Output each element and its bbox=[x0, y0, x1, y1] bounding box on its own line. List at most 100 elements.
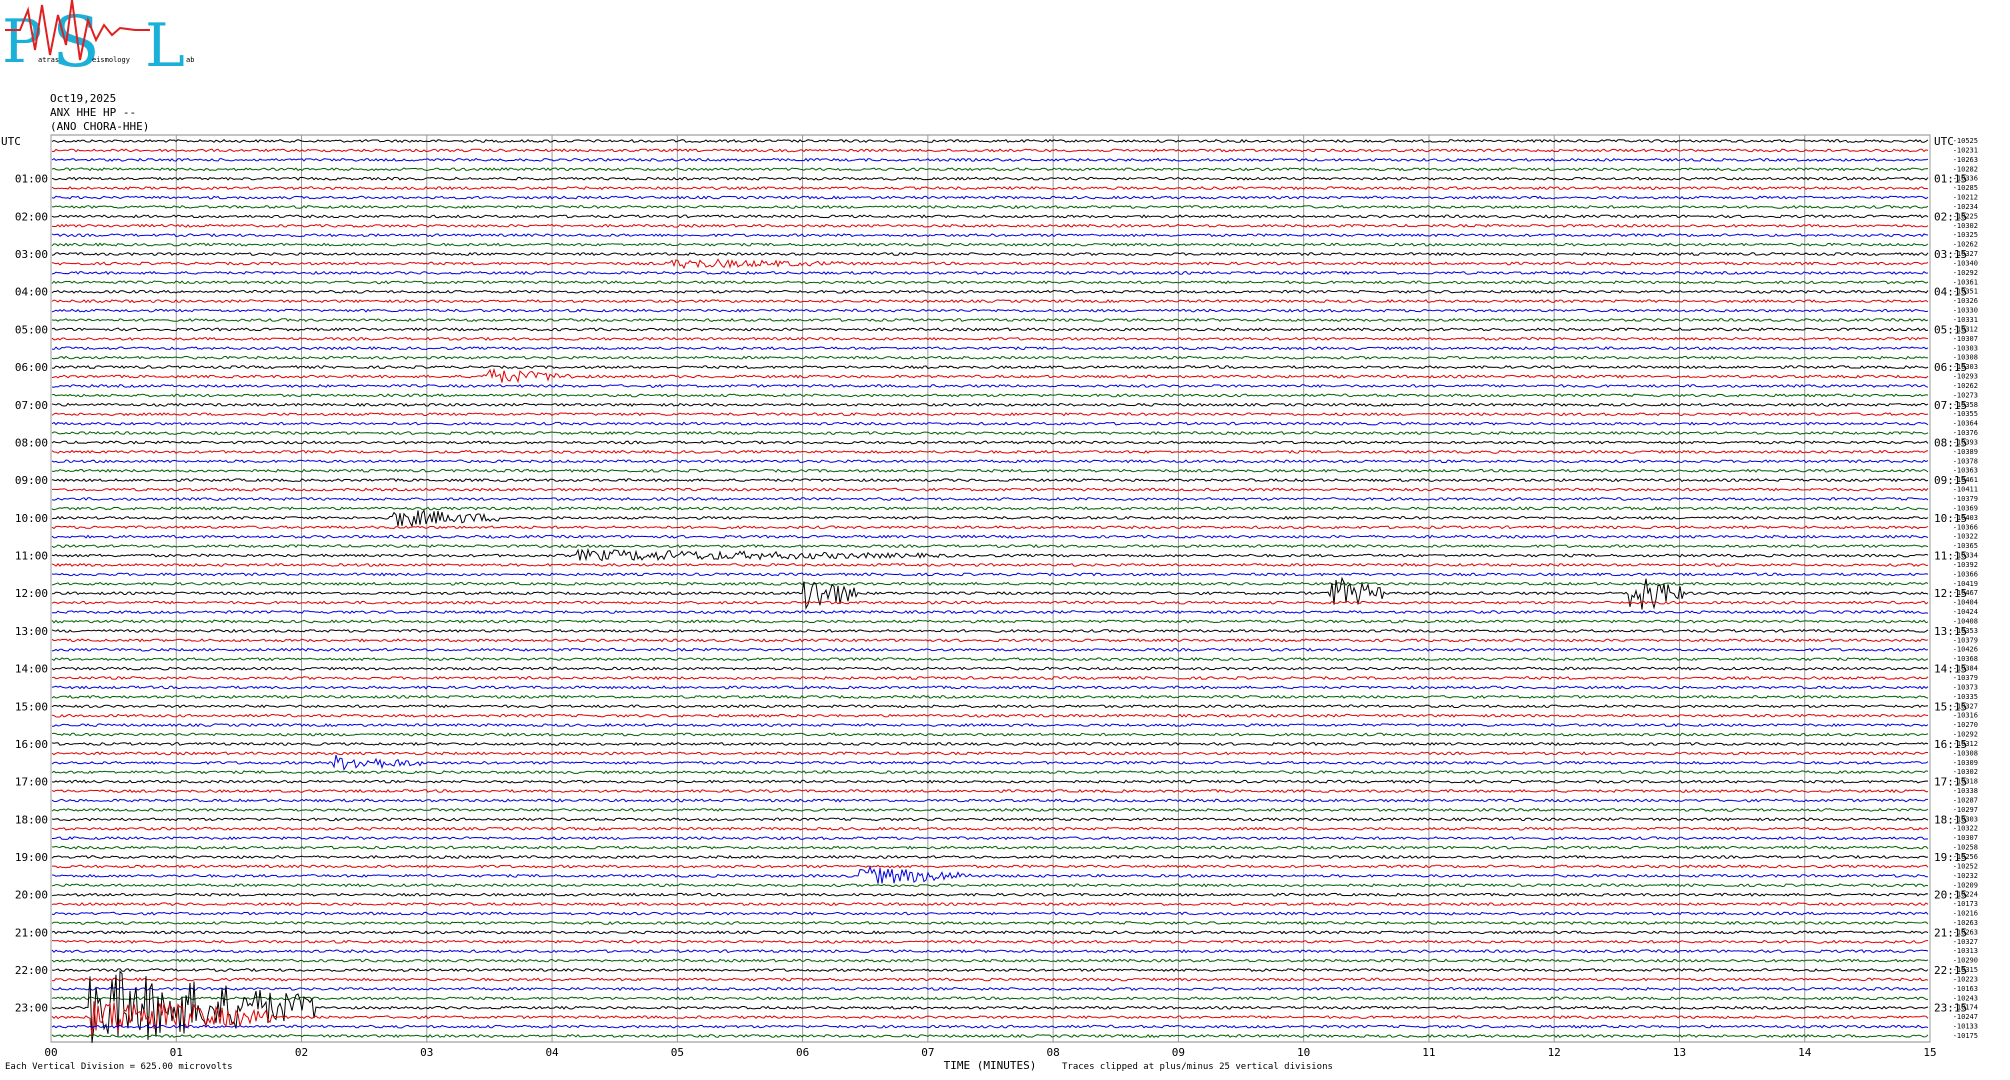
offset-label: -10378 bbox=[1953, 457, 1978, 465]
trace bbox=[51, 572, 1929, 577]
trace bbox=[51, 525, 1929, 530]
trace bbox=[51, 968, 1929, 973]
trace bbox=[51, 600, 1929, 605]
offset-label: -10303 bbox=[1953, 815, 1978, 823]
offset-label: -10302 bbox=[1953, 768, 1978, 776]
hour-label-right: 09:15 bbox=[1934, 474, 1967, 487]
hour-label-right: 10:15 bbox=[1934, 512, 1967, 525]
trace bbox=[51, 826, 1929, 831]
trace bbox=[51, 308, 1929, 313]
hour-label: 06:00 bbox=[15, 361, 48, 374]
offset-label: -10379 bbox=[1953, 495, 1978, 503]
trace bbox=[51, 402, 1929, 407]
offset-label: -10331 bbox=[1953, 316, 1978, 324]
trace bbox=[51, 704, 1929, 709]
trace bbox=[51, 977, 1929, 982]
trace bbox=[51, 685, 1929, 690]
trace bbox=[51, 751, 1929, 756]
hour-label-right: 07:15 bbox=[1934, 399, 1967, 412]
logo-text: atras bbox=[38, 56, 59, 64]
offset-label: -10133 bbox=[1953, 1023, 1978, 1031]
trace bbox=[51, 723, 1929, 728]
hour-label-right: 08:15 bbox=[1934, 436, 1967, 449]
offset-label: -10379 bbox=[1953, 674, 1978, 682]
trace bbox=[51, 176, 1929, 181]
channel: (ANO CHORA-HHE) bbox=[50, 120, 149, 133]
offset-label: -10318 bbox=[1953, 778, 1978, 786]
trace bbox=[51, 138, 1929, 143]
hour-label: 11:00 bbox=[15, 550, 48, 563]
trace bbox=[51, 920, 1929, 925]
hour-label-right: 12:15 bbox=[1934, 587, 1967, 600]
trace bbox=[51, 864, 1929, 869]
trace bbox=[51, 902, 1929, 907]
trace bbox=[51, 732, 1929, 737]
offset-label: -10232 bbox=[1953, 872, 1978, 880]
offset-label: -10308 bbox=[1953, 354, 1978, 362]
hour-label: 10:00 bbox=[15, 512, 48, 525]
trace bbox=[51, 258, 1929, 270]
trace bbox=[51, 638, 1929, 643]
trace bbox=[51, 970, 1929, 1043]
offset-label: -10212 bbox=[1953, 194, 1978, 202]
logo-text: ab bbox=[186, 56, 194, 64]
offset-label: -10366 bbox=[1953, 570, 1978, 578]
trace bbox=[51, 327, 1929, 332]
trace bbox=[51, 713, 1929, 718]
trace bbox=[51, 996, 1928, 1001]
trace bbox=[51, 562, 1928, 567]
trace bbox=[51, 1001, 1929, 1037]
x-label: 02 bbox=[295, 1046, 308, 1059]
offset-label: -10262 bbox=[1953, 382, 1978, 390]
trace bbox=[51, 431, 1929, 436]
x-label: 00 bbox=[44, 1046, 57, 1059]
trace bbox=[51, 289, 1929, 294]
offset-label: -10335 bbox=[1953, 693, 1978, 701]
x-label: 13 bbox=[1673, 1046, 1686, 1059]
offset-label: -10408 bbox=[1953, 617, 1978, 625]
hour-label-right: 20:15 bbox=[1934, 889, 1967, 902]
trace bbox=[51, 854, 1929, 859]
hour-label-right: 03:15 bbox=[1934, 248, 1967, 261]
offset-label: -10340 bbox=[1953, 259, 1978, 267]
hour-label: 21:00 bbox=[15, 926, 48, 939]
hour-label-right: 06:15 bbox=[1934, 361, 1967, 374]
hour-label-right: 01:15 bbox=[1934, 173, 1967, 186]
x-label: 15 bbox=[1923, 1046, 1936, 1059]
trace bbox=[51, 367, 1929, 384]
trace bbox=[51, 647, 1929, 652]
offset-label: -10292 bbox=[1953, 731, 1978, 739]
offset-label: -10225 bbox=[1953, 212, 1978, 220]
trace bbox=[51, 195, 1929, 200]
trace bbox=[51, 204, 1929, 209]
hour-label: 05:00 bbox=[15, 323, 48, 336]
hour-label: 20:00 bbox=[15, 889, 48, 902]
offset-label: -10292 bbox=[1953, 269, 1978, 277]
offset-label: -10326 bbox=[1953, 297, 1978, 305]
offset-label: -10309 bbox=[1953, 759, 1978, 767]
offset-label: -10322 bbox=[1953, 825, 1978, 833]
hour-label-right: 21:15 bbox=[1934, 926, 1967, 939]
offset-label: -10231 bbox=[1953, 146, 1978, 154]
offset-label: -10467 bbox=[1953, 589, 1978, 597]
trace bbox=[51, 223, 1929, 228]
trace bbox=[51, 412, 1929, 417]
hour-label: 08:00 bbox=[15, 436, 48, 449]
offset-label: -10252 bbox=[1953, 862, 1978, 870]
trace bbox=[51, 383, 1929, 388]
trace bbox=[51, 509, 1929, 528]
hour-label: 07:00 bbox=[15, 399, 48, 412]
offset-label: -10273 bbox=[1953, 391, 1978, 399]
offset-label: -10247 bbox=[1953, 1013, 1978, 1021]
trace bbox=[51, 547, 1929, 562]
x-label: 06 bbox=[796, 1046, 809, 1059]
trace bbox=[51, 478, 1929, 483]
trace bbox=[51, 741, 1929, 746]
logo-text: eismology bbox=[92, 56, 130, 64]
x-label: 12 bbox=[1548, 1046, 1561, 1059]
offset-label: -10262 bbox=[1953, 241, 1978, 249]
offset-label: -10307 bbox=[1953, 834, 1978, 842]
offset-label: -10312 bbox=[1953, 740, 1978, 748]
offset-label: -10216 bbox=[1953, 910, 1978, 918]
offset-label: -10297 bbox=[1953, 806, 1978, 814]
